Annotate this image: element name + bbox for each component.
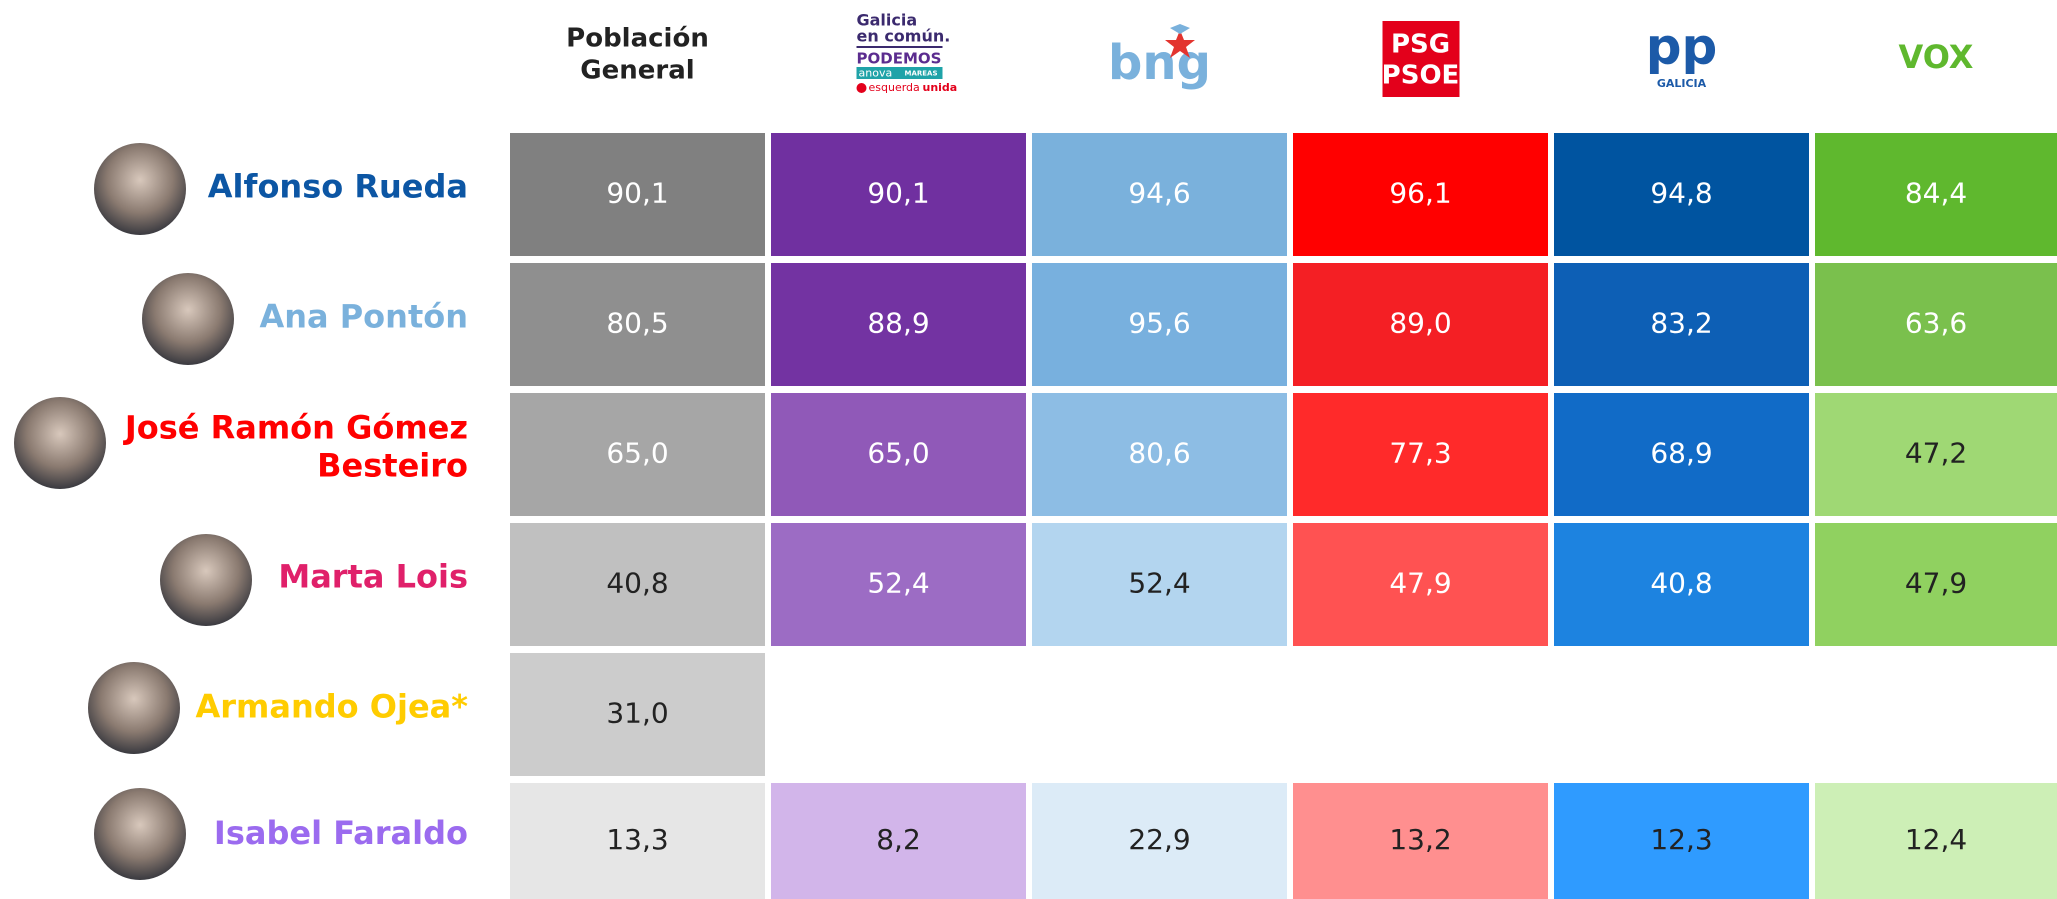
cell-value: 65,0 <box>867 437 929 470</box>
cell-value: 80,6 <box>1128 437 1190 470</box>
person-photo <box>142 273 234 365</box>
person-photo <box>94 143 186 235</box>
cell-value: 22,9 <box>1128 823 1190 856</box>
column-header: en común. <box>857 27 951 46</box>
column-header: PSG <box>1391 30 1450 60</box>
cell-value: 77,3 <box>1389 437 1451 470</box>
cell <box>510 133 765 256</box>
cell <box>1032 263 1287 386</box>
cell-value: 8,2 <box>876 823 921 856</box>
cell <box>1554 133 1809 256</box>
cell <box>1293 393 1548 516</box>
cell-value: 47,2 <box>1905 437 1967 470</box>
logo-shape <box>1170 24 1190 34</box>
cell <box>771 783 1026 899</box>
column-header: bng <box>1108 35 1211 91</box>
cell-value: 31,0 <box>606 697 668 730</box>
cell <box>510 783 765 899</box>
person-name: Armando Ojea* <box>196 688 469 726</box>
cell <box>510 393 765 516</box>
cell <box>1293 523 1548 646</box>
logo-dot <box>856 83 867 93</box>
cell-value: 13,2 <box>1389 823 1451 856</box>
cell <box>771 263 1026 386</box>
cell-value: 96,1 <box>1389 177 1451 210</box>
cell-value: 40,8 <box>606 567 668 600</box>
column-header: Población <box>566 24 709 54</box>
column-header: esquerda <box>869 81 920 94</box>
cell <box>1815 133 2057 256</box>
cell <box>1554 263 1809 386</box>
person-name: Isabel Faraldo <box>214 814 468 852</box>
cell <box>1554 393 1809 516</box>
cell-value: 90,1 <box>606 177 668 210</box>
column-header: PODEMOS <box>857 50 942 68</box>
cell-value: 47,9 <box>1389 567 1451 600</box>
cell <box>771 133 1026 256</box>
cell <box>1293 133 1548 256</box>
cell <box>1554 523 1809 646</box>
person-name: Marta Lois <box>278 558 468 596</box>
cell <box>1032 133 1287 256</box>
cell <box>1293 783 1548 899</box>
cell-value: 13,3 <box>606 823 668 856</box>
cell <box>510 653 765 776</box>
cell-value: 80,5 <box>606 307 668 340</box>
cell <box>1293 263 1548 386</box>
cell-value: 47,9 <box>1905 567 1967 600</box>
column-header: MAREAS <box>905 70 938 78</box>
column-header: unida <box>923 81 958 94</box>
cell-value: 52,4 <box>867 567 929 600</box>
logo-star <box>1165 30 1195 58</box>
column-header: PSOE <box>1382 61 1460 91</box>
cell-value: 12,4 <box>1905 823 1967 856</box>
cell-value: 90,1 <box>867 177 929 210</box>
cell-value: 95,6 <box>1128 307 1190 340</box>
cell-value: 94,6 <box>1128 177 1190 210</box>
cell-value: 65,0 <box>606 437 668 470</box>
cell-value: 84,4 <box>1905 177 1967 210</box>
cell <box>1815 783 2057 899</box>
cell-value: 63,6 <box>1905 307 1967 340</box>
cell-value: 40,8 <box>1650 567 1712 600</box>
logo-box <box>1382 21 1460 97</box>
cell <box>771 523 1026 646</box>
cell-value: 68,9 <box>1650 437 1712 470</box>
cell <box>1032 393 1287 516</box>
cell <box>1554 783 1809 899</box>
person-name: Besteiro <box>317 447 468 485</box>
cell <box>1815 263 2057 386</box>
person-name: Ana Pontón <box>259 298 468 336</box>
person-photo <box>88 662 180 754</box>
column-header: anova <box>859 67 893 80</box>
column-header: GALICIA <box>1657 77 1707 90</box>
cell <box>510 523 765 646</box>
cell <box>510 263 765 386</box>
person-name: Alfonso Rueda <box>208 168 468 206</box>
person-photo <box>14 397 106 489</box>
cell <box>771 393 1026 516</box>
person-photo <box>94 788 186 880</box>
cell-value: 88,9 <box>867 307 929 340</box>
person-name: José Ramón Gómez <box>123 409 468 447</box>
column-header: Galicia <box>857 11 918 30</box>
cell-value: 94,8 <box>1650 177 1712 210</box>
cell <box>1815 393 2057 516</box>
person-photo <box>160 534 252 626</box>
cell-value: 89,0 <box>1389 307 1451 340</box>
cell-value: 52,4 <box>1128 567 1190 600</box>
cell-value: 83,2 <box>1650 307 1712 340</box>
column-header: VOX <box>1899 38 1974 76</box>
column-header: General <box>580 56 694 86</box>
cell <box>1032 523 1287 646</box>
logo-band <box>856 67 943 79</box>
cell <box>1815 523 2057 646</box>
column-header: pp <box>1646 18 1718 76</box>
cell <box>1032 783 1287 899</box>
cell-value: 12,3 <box>1650 823 1712 856</box>
